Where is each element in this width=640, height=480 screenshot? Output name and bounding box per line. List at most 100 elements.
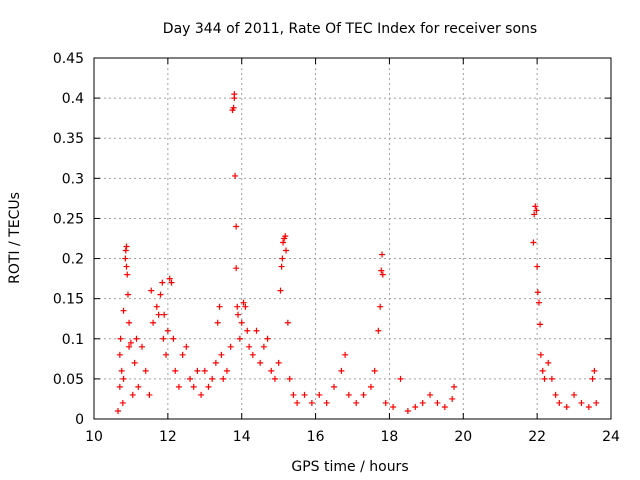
data-point xyxy=(434,399,441,406)
data-point xyxy=(232,172,239,179)
data-point xyxy=(294,399,301,406)
data-point xyxy=(153,303,160,310)
y-tick-label: 0.1 xyxy=(62,332,84,348)
data-point xyxy=(116,351,123,358)
data-point xyxy=(427,391,434,398)
data-point xyxy=(378,267,385,274)
x-tick-label: 16 xyxy=(307,429,325,445)
data-point xyxy=(531,211,538,218)
data-point xyxy=(382,399,389,406)
data-point xyxy=(118,367,125,374)
data-point xyxy=(172,367,179,374)
data-point xyxy=(441,403,448,410)
data-point xyxy=(593,399,600,406)
data-point xyxy=(375,327,382,334)
data-point xyxy=(155,311,162,318)
data-point xyxy=(183,343,190,350)
data-point xyxy=(308,399,315,406)
data-point xyxy=(166,275,173,282)
data-point xyxy=(131,359,138,366)
data-point xyxy=(175,383,182,390)
data-point xyxy=(161,311,168,318)
data-point xyxy=(139,343,146,350)
data-point xyxy=(534,289,541,296)
y-tick-label: 0 xyxy=(75,412,84,428)
data-point xyxy=(353,399,360,406)
data-point xyxy=(126,319,133,326)
data-point xyxy=(205,383,212,390)
data-point xyxy=(279,255,286,262)
data-point xyxy=(371,367,378,374)
data-points xyxy=(115,91,600,414)
data-point xyxy=(277,287,284,294)
x-tick-label: 14 xyxy=(233,429,251,445)
data-point xyxy=(216,303,223,310)
data-point xyxy=(124,271,131,278)
data-point xyxy=(123,243,130,250)
y-tick-label: 0.3 xyxy=(62,171,84,187)
data-point xyxy=(537,321,544,328)
data-point xyxy=(249,351,256,358)
data-point xyxy=(142,367,149,374)
data-point xyxy=(260,343,267,350)
data-point xyxy=(122,247,129,254)
data-point xyxy=(556,399,563,406)
data-point xyxy=(116,383,123,390)
data-point xyxy=(127,339,134,346)
data-point xyxy=(146,391,153,398)
data-point xyxy=(342,351,349,358)
data-point xyxy=(449,395,456,402)
y-tick-label: 0.25 xyxy=(53,211,84,227)
data-point xyxy=(227,343,234,350)
data-point xyxy=(379,271,386,278)
y-axis-label: ROTI / TECUs xyxy=(7,192,23,284)
data-point xyxy=(164,327,171,334)
data-point xyxy=(323,399,330,406)
data-point xyxy=(242,303,249,310)
y-tick-label: 0.45 xyxy=(53,51,84,67)
data-point xyxy=(397,375,404,382)
data-point xyxy=(117,335,124,342)
x-tick-label: 20 xyxy=(454,429,472,445)
data-point xyxy=(150,319,157,326)
data-point xyxy=(563,403,570,410)
data-point xyxy=(240,299,247,306)
x-tick-label: 18 xyxy=(381,429,399,445)
data-point xyxy=(223,367,230,374)
plot-frame xyxy=(93,57,612,420)
data-point xyxy=(545,359,552,366)
data-point xyxy=(257,359,264,366)
data-point xyxy=(591,367,598,374)
data-point xyxy=(419,399,426,406)
data-point xyxy=(282,233,289,240)
data-point xyxy=(126,343,133,350)
data-point xyxy=(246,343,253,350)
y-tick-label: 0.15 xyxy=(53,292,84,308)
data-point xyxy=(284,319,291,326)
data-point xyxy=(170,335,177,342)
data-point xyxy=(379,251,386,258)
data-point xyxy=(271,375,278,382)
data-point xyxy=(264,335,271,342)
data-point xyxy=(280,239,287,246)
data-point xyxy=(233,223,240,230)
data-point xyxy=(571,391,578,398)
data-point xyxy=(119,399,126,406)
data-point xyxy=(122,255,129,262)
data-point xyxy=(578,399,585,406)
chart-title: Day 344 of 2011, Rate Of TEC Index for r… xyxy=(163,21,537,37)
data-point xyxy=(268,367,275,374)
x-tick-label: 12 xyxy=(159,429,177,445)
data-point xyxy=(537,351,544,358)
data-point xyxy=(367,383,374,390)
data-point xyxy=(338,367,345,374)
data-point xyxy=(168,279,175,286)
gridlines xyxy=(94,58,611,419)
y-tick-label: 0.2 xyxy=(62,252,84,268)
data-point xyxy=(133,335,140,342)
data-point xyxy=(412,403,419,410)
data-point xyxy=(236,335,243,342)
x-axis-label: GPS time / hours xyxy=(291,459,408,475)
data-point xyxy=(190,383,197,390)
